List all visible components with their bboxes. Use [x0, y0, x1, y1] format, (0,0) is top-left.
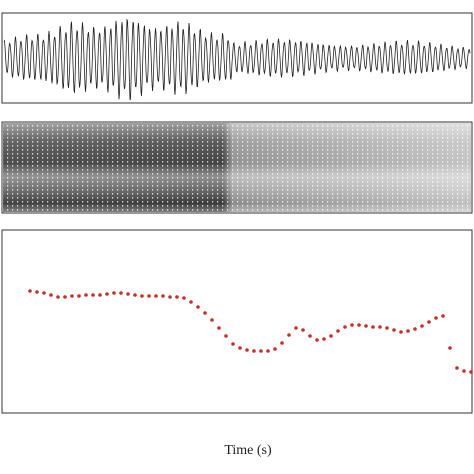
pitch-dot: [147, 294, 151, 298]
pitch-dot: [413, 327, 417, 331]
pitch-dot: [329, 334, 333, 338]
pitch-dot: [427, 320, 431, 324]
waveform: [3, 18, 471, 101]
pitch-dot: [294, 326, 298, 330]
x-axis-label: Time (s): [224, 443, 272, 458]
pitch-dot: [161, 294, 165, 298]
pitch-dot: [301, 328, 305, 332]
pitch-dot: [280, 341, 284, 345]
pitch-dot: [203, 311, 207, 315]
pitch-dot: [154, 294, 158, 298]
pitch-dot: [343, 325, 347, 329]
pitch-dot: [91, 293, 95, 297]
pitch-dot: [182, 296, 186, 300]
pitch-dot: [238, 346, 242, 350]
pitch-dot: [350, 323, 354, 327]
spectrogram-panel: [1, 121, 473, 214]
pitch-dot: [70, 294, 74, 298]
pitch-dot: [385, 326, 389, 330]
pitch-dot: [84, 293, 88, 297]
pitch-dot: [126, 292, 130, 296]
pitch-dot: [189, 300, 193, 304]
pitch-dot: [245, 348, 249, 352]
pitch-dot: [371, 325, 375, 329]
pitch-dot: [315, 338, 319, 342]
pitch-dot: [287, 333, 291, 337]
pitch-track: [28, 289, 473, 374]
pitch-dot: [364, 324, 368, 328]
pitch-dot: [308, 334, 312, 338]
pitch-dot: [42, 291, 46, 295]
pitch-panel: [1, 229, 473, 414]
pitch-dot: [399, 330, 403, 334]
pitch-dot: [140, 294, 144, 298]
pitch-dot: [420, 324, 424, 328]
pitch-dot: [63, 295, 67, 299]
pitch-dot: [224, 334, 228, 338]
pitch-dot: [175, 295, 179, 299]
pitch-dot: [259, 349, 263, 353]
pitch-dot: [469, 370, 473, 374]
pitch-dot: [210, 318, 214, 322]
pitch-dot: [105, 292, 109, 296]
pitch-dot: [441, 314, 445, 318]
spectrogram: [3, 123, 471, 212]
pitch-dot: [448, 346, 452, 350]
pitch-dot: [322, 337, 326, 341]
pitch-dot: [336, 329, 340, 333]
pitch-dot: [434, 316, 438, 320]
waveform-panel: [1, 12, 473, 104]
pitch-dot: [462, 369, 466, 373]
pitch-dot: [196, 305, 200, 309]
pitch-dot: [119, 291, 123, 295]
pitch-dot: [392, 328, 396, 332]
pitch-dot: [98, 293, 102, 297]
pitch-dot: [273, 347, 277, 351]
pitch-dot: [49, 293, 53, 297]
pitch-dot: [357, 323, 361, 327]
pitch-dot: [77, 294, 81, 298]
pitch-dot: [28, 289, 32, 293]
pitch-dot: [231, 342, 235, 346]
pitch-dot: [168, 295, 172, 299]
pitch-dot: [406, 329, 410, 333]
pitch-dot: [455, 366, 459, 370]
pitch-dot: [35, 290, 39, 294]
pitch-dot: [56, 295, 60, 299]
pitch-dot: [217, 326, 221, 330]
pitch-dot: [112, 291, 116, 295]
pitch-dot: [266, 349, 270, 353]
pitch-dot: [252, 349, 256, 353]
pitch-dot: [133, 293, 137, 297]
pitch-dot: [378, 325, 382, 329]
